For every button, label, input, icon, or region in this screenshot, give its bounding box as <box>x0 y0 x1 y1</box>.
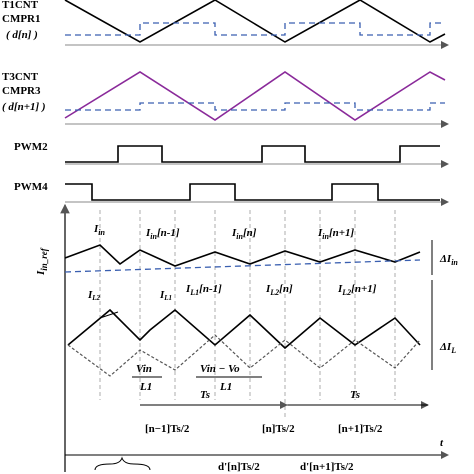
label: T3CNT <box>2 71 39 83</box>
pwm <box>65 183 440 201</box>
label: I <box>231 227 237 239</box>
label: [n] <box>279 283 293 295</box>
shape: Iin <box>93 223 106 237</box>
current-labels: Iin Iin[n-1] Iin[n] Iin[n+1] ΔIin IL2 IL… <box>87 223 458 355</box>
label: CMPR3 <box>2 85 41 97</box>
label: Ts <box>350 389 360 401</box>
label: PWM2 <box>14 141 48 153</box>
label: in_ref <box>39 247 49 271</box>
inductor-1 <box>67 308 421 350</box>
label: I <box>145 227 151 239</box>
label: I <box>317 227 323 239</box>
label: Vin <box>136 363 152 375</box>
label: [n+1] <box>351 283 377 295</box>
label: ( d[n+1] ) <box>2 101 46 113</box>
compare <box>65 102 445 111</box>
label: t <box>440 437 444 449</box>
label: L2 <box>91 294 100 302</box>
label: in <box>150 232 157 241</box>
counter <box>64 0 446 43</box>
shape <box>94 456 151 471</box>
shape: IL2 <box>87 289 101 302</box>
shape: IL1 <box>159 289 172 302</box>
shape: Iin[n] <box>231 227 257 241</box>
label: Iin_ref <box>35 247 49 276</box>
label: in <box>98 228 105 237</box>
shape <box>99 210 396 420</box>
markers <box>99 240 433 370</box>
label: I <box>337 283 343 295</box>
label: L1 <box>189 288 199 297</box>
label: [n-1] <box>199 283 222 295</box>
label: [n−1]Ts/2 <box>145 423 190 435</box>
label: L2 <box>269 288 279 297</box>
label: I <box>93 223 99 235</box>
label: in <box>236 232 243 241</box>
label: CMPR1 <box>2 13 41 25</box>
label: L2 <box>341 288 351 297</box>
timing: Ts Ts [n−1]Ts/2 [n]Ts/2 [n+1]Ts/2 d'[n]T… <box>65 389 449 473</box>
label: in <box>451 258 458 267</box>
label: [n-1] <box>157 227 180 239</box>
label: Vin − Vo <box>200 363 240 375</box>
label: [n+1]Ts/2 <box>338 423 383 435</box>
label: L1 <box>163 294 172 302</box>
label: I <box>87 289 93 301</box>
label: Ts <box>200 389 210 401</box>
label: in <box>322 232 329 241</box>
label: L1 <box>219 381 232 393</box>
label: [n] <box>243 227 257 239</box>
shape: ΔIL <box>439 341 456 355</box>
label: ΔI <box>439 253 452 265</box>
shape: ΔIin <box>439 253 458 267</box>
label: I <box>35 270 47 276</box>
label: T1CNT <box>2 0 39 11</box>
counter <box>64 71 446 121</box>
shape: Iin[n+1] <box>317 227 355 241</box>
label: PWM4 <box>14 181 48 193</box>
label: ΔI <box>439 341 452 353</box>
label: I <box>159 289 165 301</box>
label: L1 <box>139 381 152 393</box>
input-current <box>64 244 421 267</box>
label: I <box>265 283 271 295</box>
pwm <box>65 145 440 163</box>
shape: Iin[n-1] <box>145 227 180 241</box>
label: I <box>185 283 191 295</box>
shape: IL2[n] <box>265 283 293 297</box>
inductor-2 <box>67 334 421 377</box>
label: d'[n]Ts/2 <box>218 461 260 473</box>
label: ( d[n] ) <box>6 29 38 41</box>
slopes: Vin L1 Vin − Vo L1 <box>132 363 262 393</box>
label: [n]Ts/2 <box>262 423 295 435</box>
label: [n+1] <box>329 227 355 239</box>
shape: IL1[n-1] <box>185 283 222 297</box>
compare <box>65 22 445 36</box>
label: L <box>450 346 456 355</box>
guides <box>99 210 396 420</box>
label: d'[n+1]Ts/2 <box>300 461 354 473</box>
shape: IL2[n+1] <box>337 283 377 297</box>
